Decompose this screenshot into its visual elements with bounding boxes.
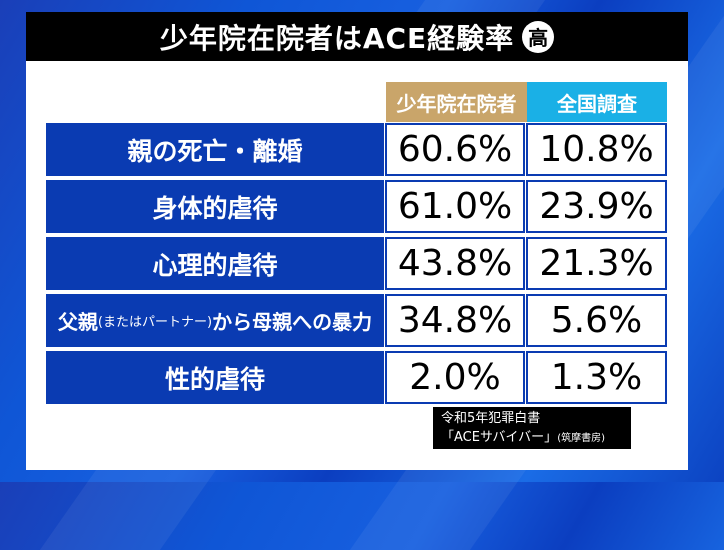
source-publisher: (筑摩書房) [557, 433, 605, 444]
column-header-national: 全国調査 [527, 82, 667, 122]
table-row: 心理的虐待 43.8% 21.3% [46, 237, 667, 290]
row-label: 性的虐待 [46, 351, 384, 404]
value-juvenile: 34.8% [385, 294, 525, 347]
value-juvenile: 43.8% [385, 237, 525, 290]
row-label: 親の死亡・離婚 [46, 123, 384, 176]
row-label-paren: (またはパートナー) [97, 315, 213, 330]
row-label-pre: 父親 [57, 310, 98, 334]
table-panel: 少年院在院者はACE経験率 高 少年院在院者 全国調査 親の死亡・離婚 60.6… [26, 12, 688, 470]
value-national: 5.6% [526, 294, 667, 347]
value-national: 1.3% [526, 351, 667, 404]
table-row: 父親 (またはパートナー) から母親への暴力 34.8% 5.6% [46, 294, 667, 347]
table-row: 性的虐待 2.0% 1.3% [46, 351, 667, 404]
table-row: 身体的虐待 61.0% 23.9% [46, 180, 667, 233]
source-line-2: 「ACEサバイバー」(筑摩書房) [441, 428, 623, 448]
source-caption: 令和5年犯罪白書 「ACEサバイバー」(筑摩書房) [433, 407, 631, 449]
value-juvenile: 61.0% [385, 180, 525, 233]
row-label: 父親 (またはパートナー) から母親への暴力 [46, 294, 384, 347]
value-national: 21.3% [526, 237, 667, 290]
row-label-post: から母親への暴力 [212, 310, 373, 334]
value-national: 23.9% [526, 180, 667, 233]
source-book: 「ACEサバイバー」 [441, 430, 558, 445]
table-row: 親の死亡・離婚 60.6% 10.8% [46, 123, 667, 176]
title-bar: 少年院在院者はACE経験率 高 [26, 12, 688, 61]
row-label: 心理的虐待 [46, 237, 384, 290]
value-juvenile: 60.6% [385, 123, 525, 176]
source-line-1: 令和5年犯罪白書 [441, 411, 541, 426]
high-badge: 高 [522, 20, 555, 53]
column-header-juvenile: 少年院在院者 [386, 82, 527, 122]
row-label: 身体的虐待 [46, 180, 384, 233]
page-title: 少年院在院者はACE経験率 [159, 21, 515, 55]
value-juvenile: 2.0% [385, 351, 525, 404]
value-national: 10.8% [526, 123, 667, 176]
